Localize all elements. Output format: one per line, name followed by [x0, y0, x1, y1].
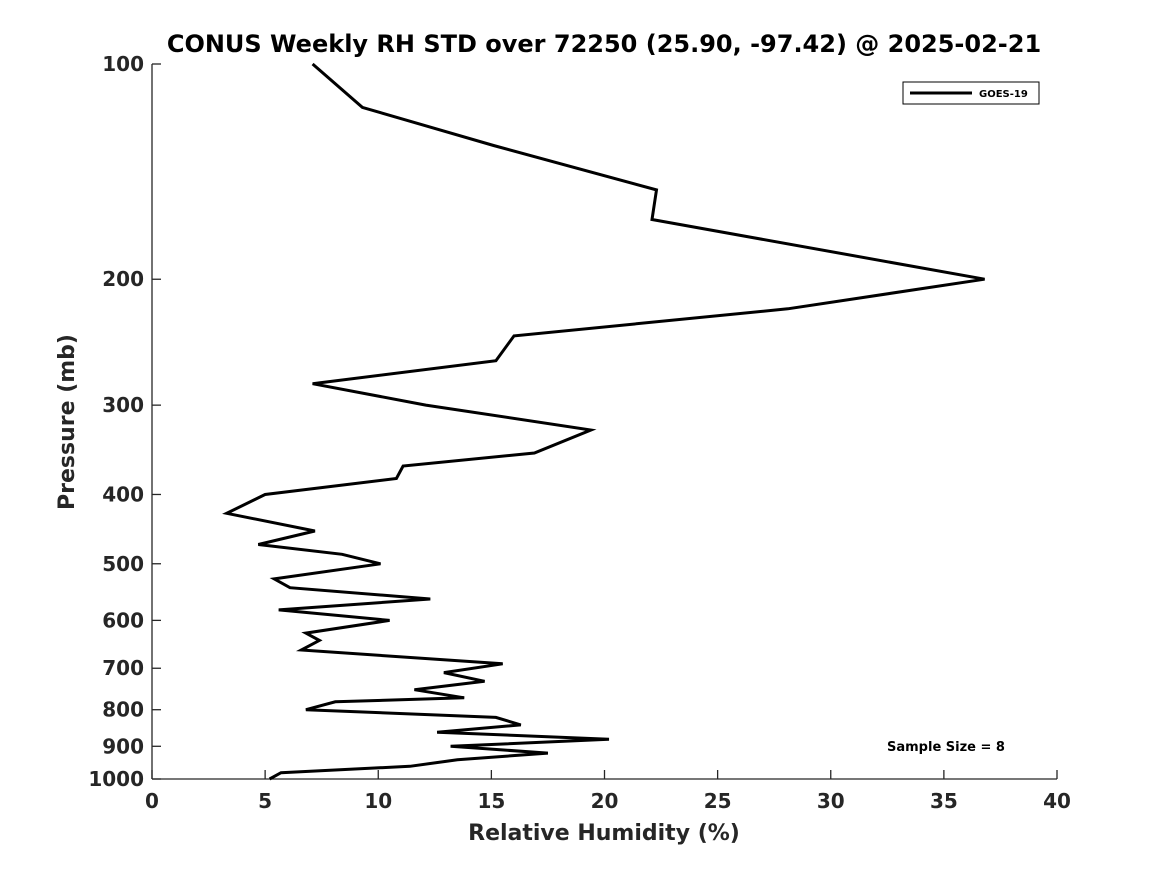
x-tick-label: 20 — [591, 789, 619, 813]
x-axis-label: Relative Humidity (%) — [468, 821, 740, 846]
y-tick-label: 300 — [102, 393, 144, 417]
y-tick-label: 600 — [102, 608, 144, 632]
y-tick-label: 800 — [102, 698, 144, 722]
x-tick-label: 5 — [258, 789, 272, 813]
y-tick-label: 900 — [102, 734, 144, 758]
legend: GOES-19 — [902, 81, 1040, 105]
y-tick-label: 700 — [102, 656, 144, 680]
x-tick-label: 15 — [477, 789, 505, 813]
x-tick-label: 30 — [817, 789, 845, 813]
y-axis-label: Pressure (mb) — [55, 334, 80, 510]
chart-title: CONUS Weekly RH STD over 72250 (25.90, -… — [167, 30, 1041, 58]
x-tick-label: 35 — [930, 789, 958, 813]
y-tick-label: 1000 — [88, 767, 144, 791]
y-tick-label: 100 — [102, 52, 144, 76]
x-tick-label: 10 — [364, 789, 392, 813]
x-tick-label: 0 — [145, 789, 159, 813]
y-tick-label: 400 — [102, 482, 144, 506]
x-axis-ticks: 0 5 10 15 20 25 30 35 40 — [145, 770, 1071, 813]
y-tick-label: 200 — [102, 267, 144, 291]
series-line-goes19 — [222, 62, 985, 781]
x-tick-label: 40 — [1043, 789, 1071, 813]
y-tick-label: 500 — [102, 552, 144, 576]
legend-entry-goes19: GOES-19 — [979, 89, 1028, 100]
y-axis-ticks: 100 200 300 400 500 600 700 800 900 1000 — [88, 52, 161, 791]
x-tick-label: 25 — [704, 789, 732, 813]
sample-size-annotation: Sample Size = 8 — [887, 740, 1005, 755]
